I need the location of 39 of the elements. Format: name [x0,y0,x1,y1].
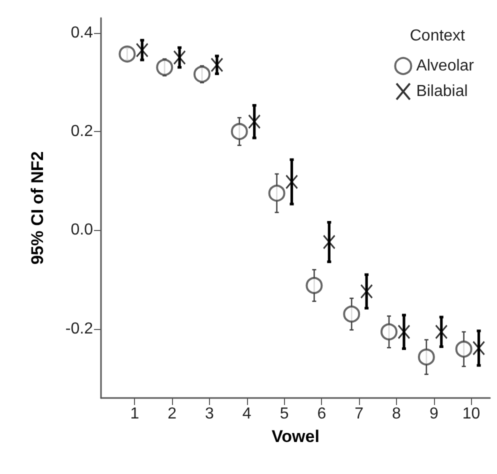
point [230,123,248,140]
point [435,324,448,340]
point [194,66,210,83]
point [118,46,136,63]
point [285,174,298,190]
x-tick-label: 6 [317,406,326,422]
y-tick-label: 0.4 [70,24,94,42]
point [136,42,148,58]
x-tick-label: 3 [205,406,214,422]
y-axis-title: 95% CI of NF2 [28,151,47,265]
legend-title: Context [410,28,466,44]
x-tick-label: 8 [392,406,402,422]
y-tick-label: 0.0 [70,222,94,239]
point [343,306,360,323]
point [455,340,472,358]
point [306,276,323,294]
x-tick-label: 4 [242,406,252,422]
point [360,284,373,299]
y-tick-label: -0.2 [65,320,94,338]
point [210,58,224,72]
point [322,234,336,250]
point [380,323,398,340]
x-tick-label: 7 [354,406,364,422]
x-tick-label: 10 [462,406,480,422]
point [248,114,261,129]
point [156,58,174,76]
y-tick-label: 0.2 [70,123,94,140]
legend-label: Bilabial [416,83,468,100]
x-tick-label: 2 [168,406,177,422]
legend-label: Alveolar [416,58,475,74]
x-tick-label: 5 [280,406,289,422]
point [418,348,435,366]
point [472,340,486,356]
x-axis-title: Vowel [272,427,320,446]
point [268,184,286,202]
point [398,324,410,340]
x-tick-label: 1 [130,406,140,422]
x-tick-label: 9 [429,406,438,422]
point [173,50,186,65]
